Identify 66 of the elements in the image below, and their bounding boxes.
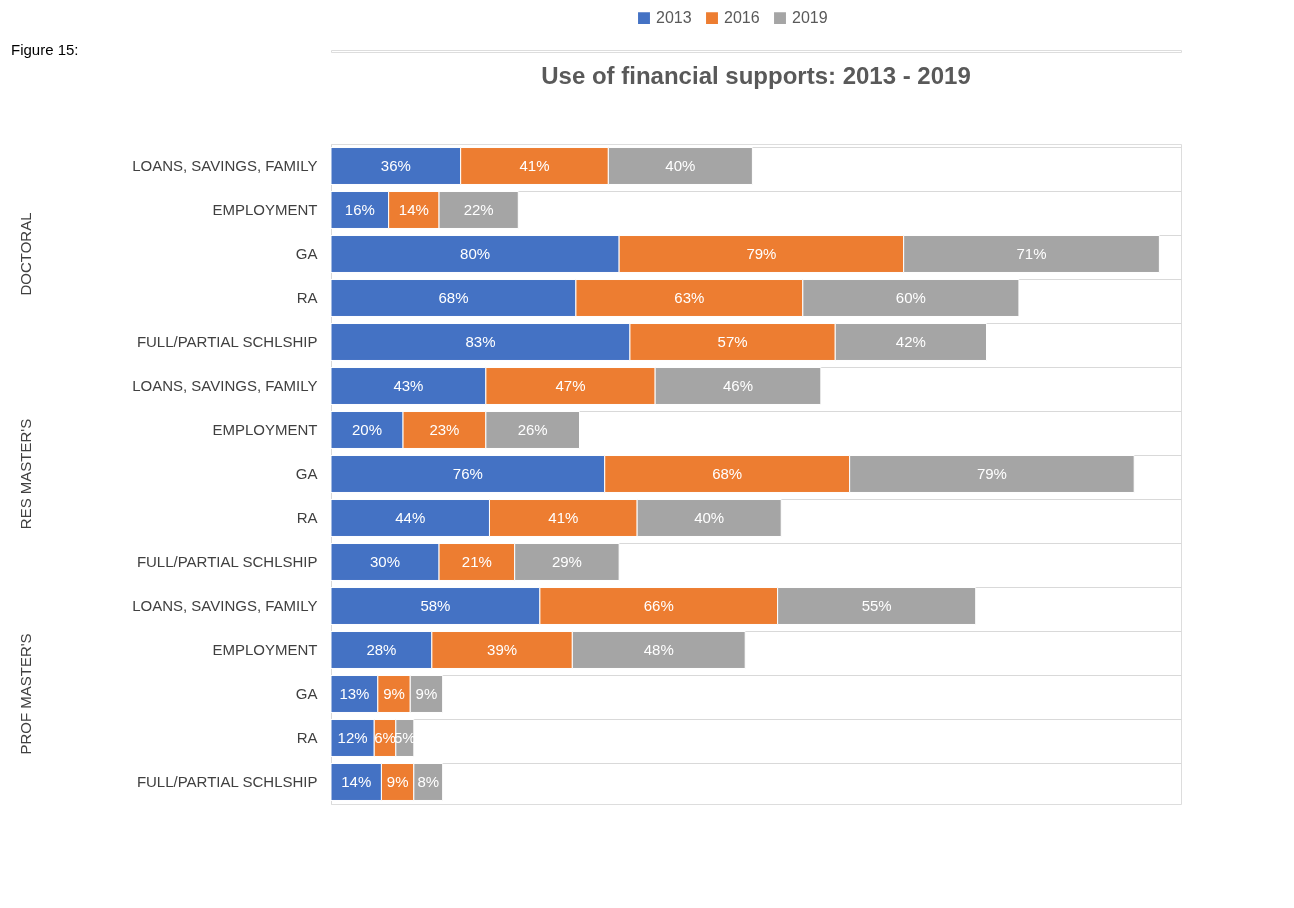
data-label: 14%	[341, 773, 372, 790]
data-label: 12%	[337, 729, 368, 746]
data-label: 29%	[551, 553, 582, 570]
data-label: 41%	[548, 509, 579, 526]
data-label: 43%	[393, 377, 424, 394]
data-label: 39%	[487, 641, 518, 658]
data-label: 36%	[380, 157, 411, 174]
data-label: 63%	[674, 289, 705, 306]
data-label: 9%	[386, 773, 409, 790]
data-label: 28%	[366, 641, 397, 658]
data-label: 9%	[383, 685, 405, 702]
data-label: 20%	[352, 421, 383, 438]
data-label: 80%	[460, 245, 491, 262]
data-label: 13%	[339, 685, 370, 702]
data-label: 16%	[344, 201, 375, 218]
text: PROF MASTER'S	[17, 633, 34, 755]
data-label: 30%	[370, 553, 401, 570]
data-label: 47%	[555, 377, 586, 394]
data-label: 14%	[398, 201, 429, 218]
data-label: 66%	[643, 597, 674, 614]
data-label: 55%	[861, 597, 892, 614]
data-label: 46%	[722, 377, 754, 394]
data-label: 68%	[712, 465, 743, 482]
caption: Figure 15:	[11, 41, 79, 58]
y-tick-label: EMPLOYMENT	[212, 641, 318, 658]
y-tick-label: LOANS, SAVINGS, FAMILY	[132, 157, 318, 174]
data-label: 8%	[417, 773, 440, 790]
data-label: 83%	[465, 333, 496, 350]
data-label: 76%	[452, 465, 483, 482]
y-tick-label: FULL/PARTIAL SCHLSHIP	[136, 773, 318, 790]
y-tick-label: LOANS, SAVINGS, FAMILY	[132, 377, 318, 394]
y-tick-label: RA	[296, 289, 318, 306]
data-label: 21%	[461, 553, 492, 570]
chart-title: Use of financial supports: 2013 - 2019	[541, 62, 971, 89]
y-tick-label: FULL/PARTIAL SCHLSHIP	[136, 553, 318, 570]
data-label: 79%	[976, 465, 1007, 482]
data-label: 26%	[517, 421, 548, 438]
data-label: 22%	[463, 201, 494, 218]
data-label: 42%	[895, 333, 926, 350]
text: DOCTORAL	[17, 212, 34, 296]
y-tick-label: RA	[296, 729, 318, 746]
data-label: 71%	[1016, 245, 1047, 262]
data-label: 48%	[643, 641, 674, 658]
y-tick-label: EMPLOYMENT	[212, 421, 318, 438]
data-label: 23%	[429, 421, 460, 438]
data-label: 40%	[694, 509, 725, 526]
data-label: 57%	[717, 333, 748, 350]
data-label: 58%	[420, 597, 451, 614]
data-label: 9%	[415, 685, 438, 702]
y-tick-label: GA	[295, 465, 318, 482]
data-label: 60%	[895, 289, 926, 306]
data-label: 44%	[395, 509, 426, 526]
y-tick-label: GA	[295, 685, 318, 702]
legend-label: 2019	[792, 9, 828, 27]
y-tick-label: FULL/PARTIAL SCHLSHIP	[136, 333, 318, 350]
legend-label: 2016	[724, 9, 760, 27]
y-tick-label: LOANS, SAVINGS, FAMILY	[132, 597, 318, 614]
y-tick-label: EMPLOYMENT	[212, 201, 318, 218]
text: RES MASTER'S	[17, 418, 34, 530]
data-label: 79%	[746, 245, 777, 262]
data-label: 68%	[438, 289, 469, 306]
data-label: 41%	[519, 157, 550, 174]
y-tick-label: RA	[296, 509, 318, 526]
legend-label: 2013	[656, 9, 692, 27]
data-label: 40%	[665, 157, 696, 174]
y-tick-label: GA	[295, 245, 318, 262]
